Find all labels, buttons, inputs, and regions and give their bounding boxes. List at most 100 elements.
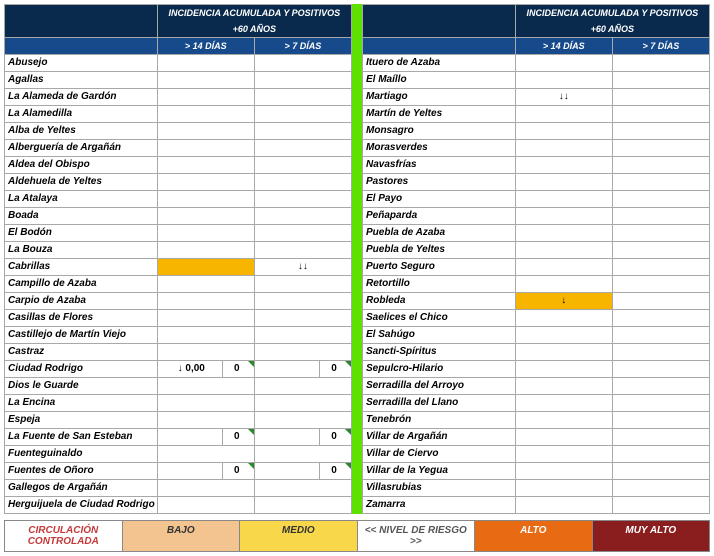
right-c14-cell: ↓ [515,293,612,310]
left-c14-cell [157,344,254,361]
left-c14-cell [157,395,254,412]
municipio-name: Martín de Yeltes [363,106,516,123]
left-c7-cell [254,191,351,208]
right-c7-cell [612,72,709,89]
table-row: Cabrillas ↓↓ [5,259,352,276]
municipio-name: Morasverdes [363,140,516,157]
left-c14-cell [157,327,254,344]
table-row: Serradilla del Arroyo [363,378,710,395]
municipio-name: Cabrillas [5,259,158,276]
left-c7-cell [254,276,351,293]
table-row: Navasfrías [363,157,710,174]
right-c14-cell [515,174,612,191]
table-row: Espeja [5,412,352,429]
hdr-14-right: > 14 DÍAS [515,38,612,55]
right-c7-cell [612,174,709,191]
left-c7-cell [254,480,351,497]
hdr-7-left: > 7 DÍAS [254,38,351,55]
left-c7-cell [254,55,351,72]
right-panel: INCIDENCIA ACUMULADA Y POSITIVOS +60 AÑO… [362,4,710,514]
left-c14-cell [157,72,254,89]
municipio-name: Villar de la Yegua [363,463,516,480]
table-row: Sancti-Spíritus [363,344,710,361]
municipio-name: Ciudad Rodrigo [5,361,158,378]
right-c14-cell: ↓↓ [515,89,612,106]
right-c7-cell [612,310,709,327]
municipio-name: La Encina [5,395,158,412]
left-c14-cell [157,208,254,225]
table-row: Villasrubias [363,480,710,497]
table-row: Sepulcro-Hilario [363,361,710,378]
municipio-name: La Bouza [5,242,158,259]
municipio-name: Fuenteguinaldo [5,446,158,463]
table-row: Retortillo [363,276,710,293]
table-row: La Atalaya [5,191,352,208]
left-c14-cell [157,157,254,174]
right-c14-cell [515,225,612,242]
table-row: La Fuente de San Esteban00 [5,429,352,446]
municipio-name: Tenebrón [363,412,516,429]
table-row: El Sahúgo [363,327,710,344]
municipio-name: Espeja [5,412,158,429]
municipio-name: Aldea del Obispo [5,157,158,174]
municipio-name: Sancti-Spíritus [363,344,516,361]
left-c14-cell [157,123,254,140]
left-c7-cell: ↓↓ [254,259,351,276]
right-c14-cell [515,463,612,480]
left-c7-cell [254,242,351,259]
right-c7-cell [612,140,709,157]
table-row: Alberguería de Argañán [5,140,352,157]
right-c14-cell [515,208,612,225]
table-row: Carpio de Azaba [5,293,352,310]
table-row: Herguijuela de Ciudad Rodrigo [5,497,352,514]
right-c7-cell [612,378,709,395]
table-row: Villar de la Yegua [363,463,710,480]
municipio-name: El Sahúgo [363,327,516,344]
right-c7-cell [612,361,709,378]
left-c7-cell [254,174,351,191]
municipio-name: Peñaparda [363,208,516,225]
right-c7-cell [612,497,709,514]
right-c14-cell [515,310,612,327]
left-c7-cell [254,395,351,412]
left-c7-cell [254,225,351,242]
municipio-name: Abusejo [5,55,158,72]
table-row: La Alameda de Gardón [5,89,352,106]
municipio-name: Pastores [363,174,516,191]
hdr-title-right: INCIDENCIA ACUMULADA Y POSITIVOS +60 AÑO… [515,5,709,38]
table-row: Alba de Yeltes [5,123,352,140]
right-c7-cell [612,327,709,344]
table-row: Campillo de Azaba [5,276,352,293]
legend-nivel: << NIVEL DE RIESGO >> [358,521,476,551]
table-row: Puebla de Yeltes [363,242,710,259]
right-c7-cell [612,395,709,412]
municipio-name: Serradilla del Arroyo [363,378,516,395]
right-c7-cell [612,55,709,72]
table-row: Serradilla del Llano [363,395,710,412]
municipio-name: Herguijuela de Ciudad Rodrigo [5,497,158,514]
right-c14-cell [515,446,612,463]
table-row: Castillejo de Martín Viejo [5,327,352,344]
hdr-blank2-left [5,38,158,55]
left-c7-cell [254,310,351,327]
legend-bajo: BAJO [123,521,241,551]
left-c7-cell [254,140,351,157]
right-c14-cell [515,106,612,123]
table-row: Casillas de Flores [5,310,352,327]
left-c7-cell [254,412,351,429]
right-c7-cell [612,259,709,276]
table-row: La Bouza [5,242,352,259]
municipio-name: Castraz [5,344,158,361]
table-row: Martiago↓↓ [363,89,710,106]
table-row: Robleda↓ [363,293,710,310]
right-c14-cell [515,327,612,344]
left-c14-cell: 0 [157,463,254,480]
legend-bar: CIRCULACIÓN CONTROLADA BAJO MEDIO << NIV… [4,520,710,552]
main-layout: INCIDENCIA ACUMULADA Y POSITIVOS +60 AÑO… [4,4,710,514]
left-c7-cell [254,208,351,225]
municipio-name: Castillejo de Martín Viejo [5,327,158,344]
table-row: Castraz [5,344,352,361]
municipio-name: El Bodón [5,225,158,242]
municipio-name: Gallegos de Argañán [5,480,158,497]
municipio-name: Robleda [363,293,516,310]
